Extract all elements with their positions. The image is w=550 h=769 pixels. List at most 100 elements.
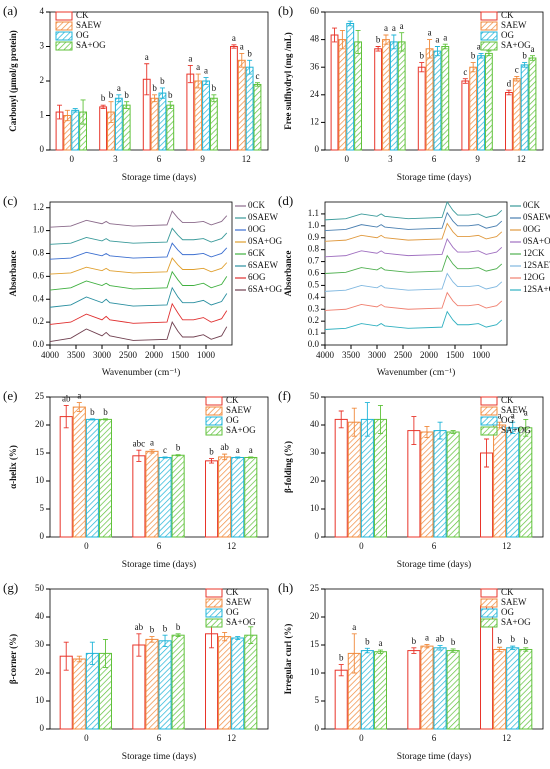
y-tick-label: 0.6 — [308, 268, 320, 278]
error-bar — [57, 104, 63, 120]
error-bar — [450, 430, 456, 434]
significance-letter: b — [247, 48, 252, 58]
significance-letter: b — [109, 90, 114, 100]
y-tick-label: 0.0 — [33, 339, 45, 349]
legend-swatch — [480, 11, 498, 21]
bar — [433, 430, 447, 538]
legend-label: 0CK — [523, 200, 541, 210]
bar — [231, 456, 245, 538]
x-tick-label: 12 — [227, 541, 236, 551]
bar — [506, 427, 520, 538]
error-bar — [399, 32, 405, 52]
bar — [469, 66, 478, 151]
legend-swatch — [480, 416, 498, 426]
error-bar — [497, 421, 503, 429]
error-bar — [124, 101, 130, 110]
x-tick-label: 6 — [432, 154, 437, 164]
x-axis-label: Storage time (days) — [122, 559, 196, 570]
y-tick-label: 25 — [310, 583, 320, 593]
y-tick-label: 0 — [315, 723, 320, 733]
significance-letter: ab — [135, 622, 144, 632]
y-tick-label: 0.0 — [308, 339, 320, 349]
y-tick-label: 0 — [40, 531, 45, 541]
plot-frame — [49, 201, 233, 346]
legend-swatch — [55, 21, 73, 31]
significance-letter: b — [176, 443, 181, 453]
error-bar — [355, 29, 361, 54]
bar — [330, 34, 339, 151]
bar — [493, 648, 507, 730]
bar — [72, 406, 86, 538]
significance-letter: a — [236, 445, 240, 455]
spectrum-line — [324, 211, 503, 232]
bar — [346, 23, 355, 151]
bar — [505, 92, 513, 151]
x-tick-label: 3 — [388, 154, 393, 164]
error-bar — [144, 63, 150, 96]
significance-letter: a — [188, 54, 192, 64]
x-axis-label: Wavenumber (cm⁻¹) — [377, 367, 456, 378]
significance-letter: b — [101, 93, 106, 103]
y-tick-label: 40 — [35, 611, 45, 621]
bar — [85, 418, 99, 538]
error-bar — [523, 647, 529, 652]
x-tick-label: 2000 — [420, 350, 439, 360]
error-bar — [424, 425, 430, 439]
bar — [373, 418, 387, 538]
error-bar — [351, 407, 357, 437]
panel-label: (d) — [278, 193, 293, 208]
significance-letter: b — [160, 76, 165, 86]
error-bar — [175, 454, 181, 457]
y-axis-label: Irregular curl (%) — [283, 624, 293, 695]
spectrum-line — [49, 302, 228, 325]
error-bar — [175, 633, 181, 638]
significance-letter: a — [240, 41, 244, 51]
error-bar — [108, 101, 114, 123]
legend-swatch — [480, 41, 498, 51]
legend-label: CK — [76, 10, 89, 20]
significance-letter: a — [150, 438, 154, 448]
plot-frame — [324, 201, 508, 346]
error-bar — [411, 416, 417, 446]
legend-swatch — [205, 416, 223, 426]
legend-label: 0OG — [248, 224, 266, 234]
panel-label: (a) — [3, 3, 17, 18]
y-tick-label: 20 — [35, 667, 45, 677]
significance-letter: abc — [133, 438, 146, 448]
error-bar — [102, 418, 108, 421]
legend-swatch — [205, 608, 223, 618]
bar — [433, 647, 447, 730]
legend-swatch — [480, 406, 498, 416]
error-bar — [89, 641, 95, 666]
legend-swatch — [480, 618, 498, 628]
y-tick-label: 0.1 — [308, 327, 319, 337]
legend-label: OG — [501, 607, 514, 617]
legend-label: SAEW — [76, 20, 102, 30]
significance-letter: b — [90, 407, 95, 417]
significance-letter: b — [339, 653, 344, 663]
legend-label: SA+OG — [501, 617, 531, 627]
legend-swatch — [480, 426, 498, 436]
significance-letter: a — [392, 23, 396, 33]
y-tick-label: 0.6 — [33, 270, 45, 280]
error-bar — [506, 89, 512, 96]
error-bar — [434, 46, 440, 57]
bar — [218, 636, 232, 730]
spectrum-line — [324, 272, 503, 292]
x-tick-label: 1500 — [446, 350, 465, 360]
bar — [202, 80, 210, 151]
significance-letter: a — [77, 391, 81, 401]
error-bar — [470, 62, 476, 73]
significance-letter: a — [145, 52, 149, 62]
legend-label: SA+OG — [501, 425, 531, 435]
y-tick-label: 0 — [40, 723, 45, 733]
spectrum-line — [49, 270, 228, 291]
legend-swatch — [205, 426, 223, 436]
x-tick-label: 0 — [84, 541, 89, 551]
y-axis-label: Absorbance — [283, 250, 293, 296]
y-tick-label: 0.9 — [308, 232, 320, 242]
spectrum-line — [324, 291, 503, 311]
bar — [209, 97, 218, 151]
legend-swatch — [205, 618, 223, 628]
